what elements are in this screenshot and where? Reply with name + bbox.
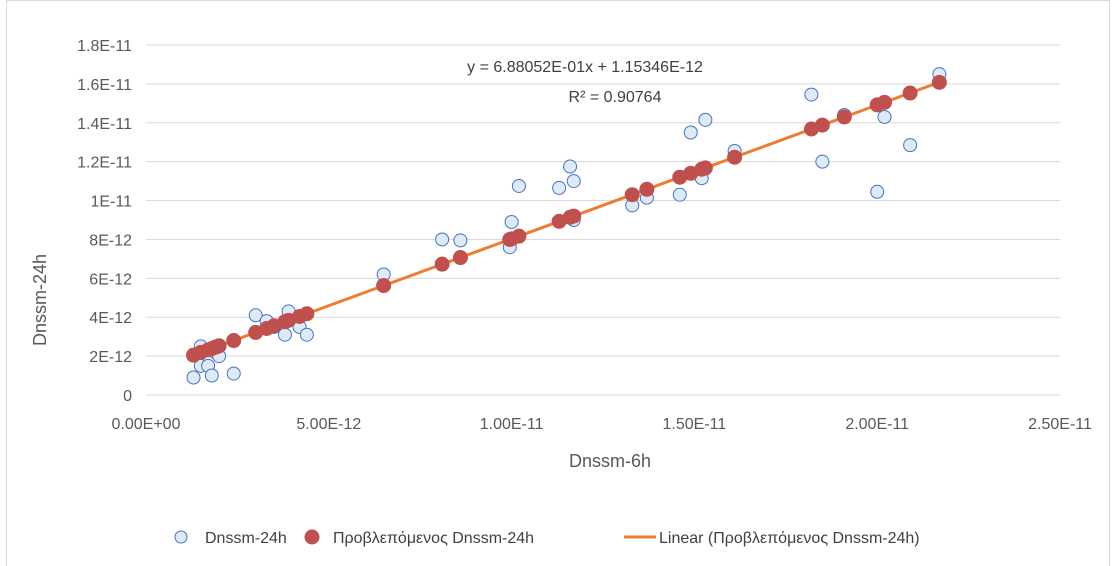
trendline-equation: y = 6.88052E-01x + 1.15346E-12 (467, 59, 703, 76)
data-point-predicted (877, 94, 893, 110)
data-point-dnssm-24h (453, 233, 468, 248)
legend-label: Προβλεπόμενος Dnssm-24h (333, 530, 534, 547)
data-point-predicted (434, 256, 450, 272)
y-tick-label: 1.2E-11 (77, 155, 132, 172)
x-tick-label: 5.00E-12 (296, 416, 361, 433)
y-tick-label: 2E-12 (89, 349, 132, 366)
y-tick-labels: 0 2E-12 4E-12 6E-12 8E-12 1E-11 1.2E-11 1.4E-11… (77, 38, 132, 405)
y-tick-label: 0 (123, 388, 132, 405)
data-point-dnssm-24h (672, 187, 687, 202)
data-point-predicted (452, 250, 468, 266)
legend-label: Linear (Προβλεπόμενος Dnssm-24h) (659, 530, 920, 547)
y-tick-label: 8E-12 (89, 232, 132, 249)
y-tick-label: 1E-11 (90, 194, 132, 211)
data-point-predicted (511, 228, 527, 244)
x-tick-label: 1.00E-11 (480, 416, 544, 433)
series-predicted-dnssm-24h (186, 74, 947, 363)
chart-frame (6, 0, 1110, 566)
data-point-predicted (697, 160, 713, 176)
data-point-predicted (376, 278, 392, 294)
data-point-predicted (836, 109, 852, 125)
y-tick-label: 4E-12 (89, 310, 132, 327)
legend: Dnssm-24h Προβλεπόμενος Dnssm-24h Linear… (174, 529, 920, 547)
x-tick-label: 0.00E+00 (112, 416, 181, 433)
x-tick-labels: 0.00E+00 5.00E-12 1.00E-11 1.50E-11 2.00E-11… (112, 416, 1092, 433)
legend-filled-circle-icon (304, 529, 320, 545)
data-point-dnssm-24h (226, 366, 241, 381)
data-point-dnssm-24h (698, 112, 713, 127)
series-dnssm-24h (186, 67, 947, 385)
data-point-dnssm-24h (815, 154, 830, 169)
legend-open-circle-icon (174, 530, 188, 544)
data-point-dnssm-24h (877, 109, 892, 124)
y-axis-title: Dnssm-24h (30, 254, 50, 346)
data-point-dnssm-24h (683, 125, 698, 140)
data-point-dnssm-24h (504, 214, 519, 229)
data-point-predicted (624, 187, 640, 203)
data-point-dnssm-24h (870, 184, 885, 199)
y-tick-label: 1.6E-11 (77, 77, 132, 94)
x-axis-title: Dnssm-6h (569, 451, 651, 471)
r-squared-label: R² = 0.90764 (569, 89, 662, 106)
data-point-dnssm-24h (903, 138, 918, 153)
legend-item-linear: Linear (Προβλεπόμενος Dnssm-24h) (624, 530, 920, 547)
data-point-predicted (931, 74, 947, 90)
legend-item-predicted: Προβλεπόμενος Dnssm-24h (304, 529, 534, 547)
y-tick-label: 1.4E-11 (77, 116, 132, 133)
x-tick-label: 1.50E-11 (663, 416, 727, 433)
data-point-predicted (299, 306, 315, 322)
data-point-predicted (727, 149, 743, 165)
data-point-dnssm-24h (299, 327, 314, 342)
data-point-dnssm-24h (552, 180, 567, 195)
data-point-dnssm-24h (277, 327, 292, 342)
data-point-dnssm-24h (435, 232, 450, 247)
data-point-dnssm-24h (566, 174, 581, 189)
data-point-predicted (566, 208, 582, 224)
data-point-predicted (639, 181, 655, 197)
data-point-dnssm-24h (186, 370, 201, 385)
data-point-dnssm-24h (563, 159, 578, 174)
legend-item-dnssm-24h: Dnssm-24h (174, 530, 287, 547)
y-tick-label: 1.8E-11 (77, 38, 132, 55)
legend-label: Dnssm-24h (205, 530, 287, 547)
y-tick-label: 6E-12 (89, 271, 132, 288)
x-tick-label: 2.00E-11 (845, 416, 909, 433)
data-point-predicted (211, 338, 227, 354)
data-point-dnssm-24h (248, 308, 263, 323)
data-point-predicted (902, 85, 918, 101)
data-point-dnssm-24h (204, 368, 219, 383)
data-point-predicted (226, 333, 242, 349)
data-point-dnssm-24h (511, 178, 526, 193)
data-point-dnssm-24h (804, 87, 819, 102)
x-tick-label: 2.50E-11 (1028, 416, 1092, 433)
data-point-predicted (814, 117, 830, 133)
